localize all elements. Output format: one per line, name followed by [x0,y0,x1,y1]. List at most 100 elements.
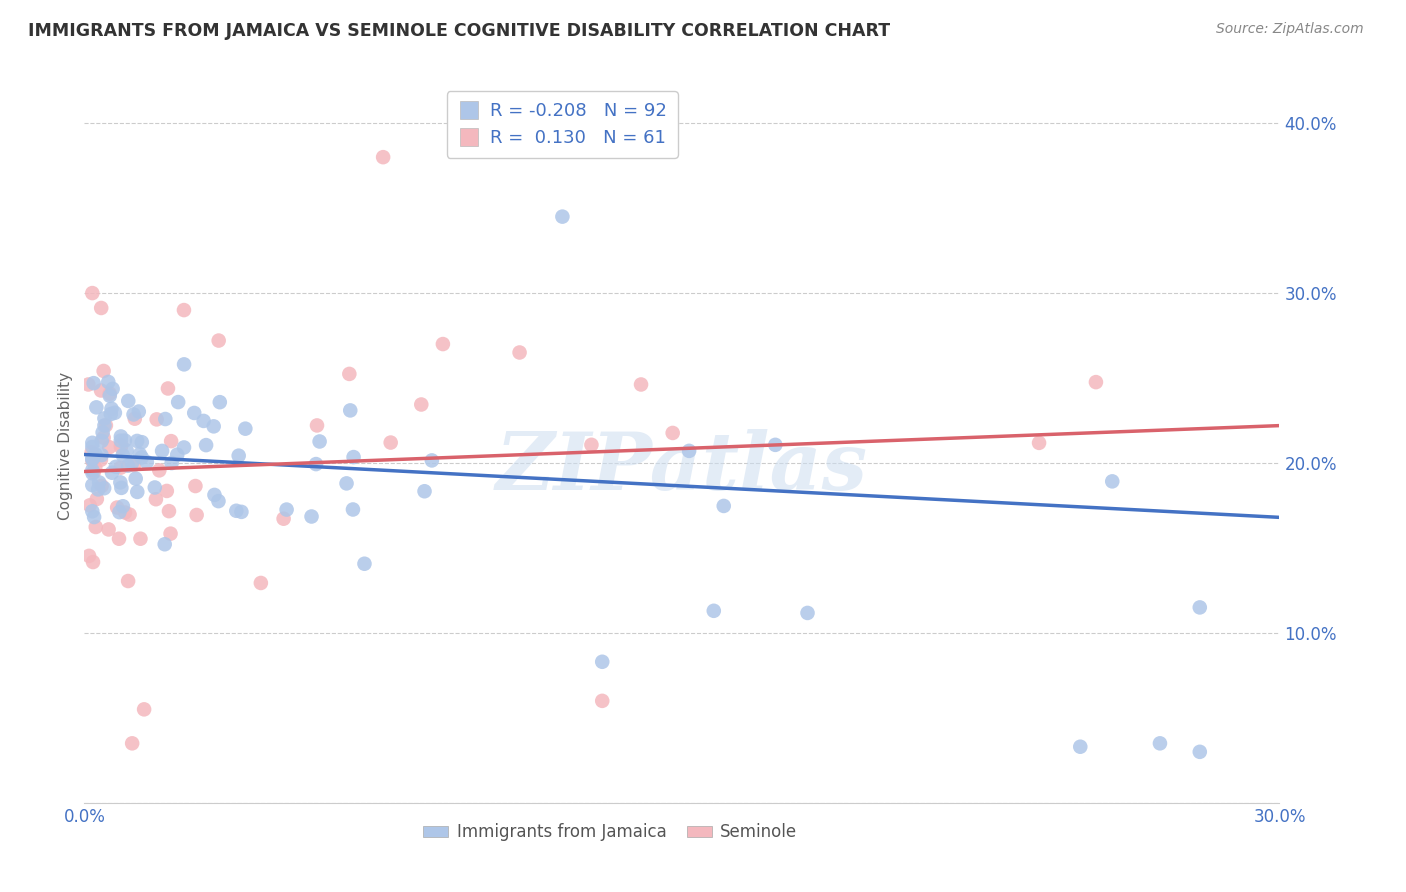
Y-axis label: Cognitive Disability: Cognitive Disability [58,372,73,520]
Point [353,557,375,571]
Point [796,606,818,620]
Point [763,438,786,452]
Point [100,401,122,416]
Point [342,450,364,464]
Point [228,449,250,463]
Point [93,481,115,495]
Point [153,537,176,551]
Point [128,404,150,418]
Point [84,447,107,461]
Point [91,425,114,440]
Point [591,655,613,669]
Point [97,523,120,537]
Point [124,411,146,425]
Point [411,397,433,411]
Point [90,301,112,315]
Point [82,435,104,450]
Point [132,702,156,716]
Point [89,475,111,490]
Point [380,435,402,450]
Point [166,448,188,462]
Point [156,382,179,396]
Point [276,502,298,516]
Point [173,441,195,455]
Point [193,414,215,428]
Point [82,454,104,468]
Point [117,574,139,588]
Point [100,407,122,421]
Point [117,393,139,408]
Point [1188,600,1211,615]
Point [82,451,104,466]
Point [155,412,177,426]
Point [373,150,395,164]
Point [93,431,115,445]
Point [591,694,613,708]
Point [148,463,170,477]
Point [79,499,101,513]
Point [204,488,226,502]
Point [581,438,603,452]
Point [186,508,208,522]
Point [413,484,436,499]
Point [160,434,183,449]
Point [110,429,132,443]
Point [83,376,105,391]
Point [105,500,128,515]
Point [82,478,104,492]
Point [150,443,173,458]
Text: ZIPatlas: ZIPatlas [496,429,868,506]
Point [110,460,132,475]
Point [90,448,112,462]
Point [98,440,121,454]
Point [82,467,104,481]
Point [1188,745,1211,759]
Point [551,210,574,224]
Point [86,491,108,506]
Point [80,445,103,459]
Point [308,434,330,449]
Point [208,334,231,348]
Point [118,508,141,522]
Point [167,395,190,409]
Point [339,403,361,417]
Point [127,484,149,499]
Point [82,504,104,518]
Point [83,510,105,524]
Point [159,526,181,541]
Point [184,479,207,493]
Point [301,509,323,524]
Legend: Immigrants from Jamaica, Seminole: Immigrants from Jamaica, Seminole [416,817,804,848]
Point [231,505,253,519]
Point [195,438,218,452]
Point [1028,435,1050,450]
Point [114,434,136,448]
Point [82,452,104,467]
Point [678,443,700,458]
Point [84,520,107,534]
Point [111,500,134,514]
Point [87,483,110,497]
Point [82,463,104,477]
Point [342,502,364,516]
Point [337,367,360,381]
Point [101,466,124,480]
Point [127,434,149,448]
Point [1101,475,1123,489]
Point [121,736,143,750]
Point [110,475,132,490]
Point [129,532,152,546]
Point [713,499,735,513]
Point [77,549,100,563]
Point [173,357,195,371]
Point [703,604,725,618]
Point [432,337,454,351]
Point [122,458,145,472]
Point [208,395,231,409]
Point [90,452,112,467]
Point [82,555,104,569]
Text: Source: ZipAtlas.com: Source: ZipAtlas.com [1216,22,1364,37]
Point [131,450,153,465]
Point [131,435,153,450]
Point [160,456,183,470]
